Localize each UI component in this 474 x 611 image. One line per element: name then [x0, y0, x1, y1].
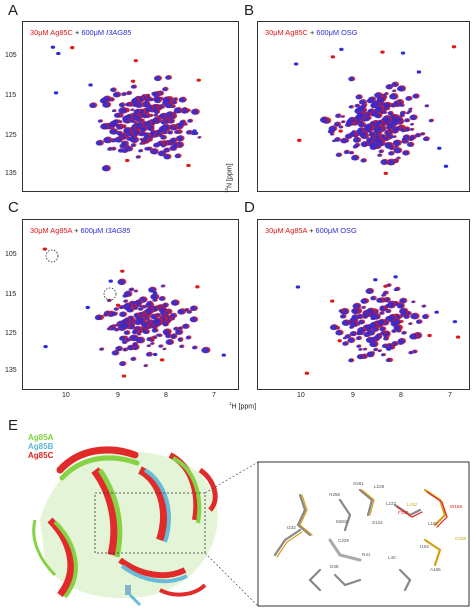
- res-I162: I162: [420, 544, 429, 549]
- x-tick-9-c: 9: [116, 392, 120, 399]
- panel-b-legend: 30μM Ag85C + 600μM OSG: [265, 28, 358, 37]
- legend-ag85b: Ag85B: [28, 442, 54, 451]
- panel-c-letter: C: [8, 199, 19, 216]
- res-L227: L227: [386, 501, 397, 506]
- panel-a-frame: [22, 21, 239, 192]
- panel-a-legend: 30μM Ag85C + 600μM I3AG85: [30, 28, 132, 37]
- res-W158: W158: [450, 504, 463, 509]
- x-tick-9-d: 9: [351, 392, 355, 399]
- zoom-region: [94, 492, 206, 554]
- res-D38: D38: [330, 564, 339, 569]
- panel-c-legend: 30μM Ag85A + 600μM I3AG85: [30, 226, 131, 235]
- y-tick-125: 125: [5, 132, 17, 139]
- panel-d-letter: D: [244, 199, 255, 216]
- ribbon-cartoon: [32, 446, 218, 607]
- spectrum-panel-2: [42, 247, 226, 378]
- spectrum-panel-1: [293, 45, 457, 175]
- res-S124: S124: [372, 520, 383, 525]
- x-tick-8-c: 8: [164, 392, 168, 399]
- res-L152: L152: [407, 502, 418, 507]
- res-R41: R41: [362, 552, 371, 557]
- y-tick-135-c: 135: [5, 367, 17, 374]
- res-G160: G160: [455, 536, 467, 541]
- panel-a-letter: A: [8, 2, 19, 19]
- res-H258: H258: [329, 492, 340, 497]
- x-tick-10-c: 10: [62, 392, 70, 399]
- x-tick-10-d: 10: [297, 392, 305, 399]
- res-C229: C229: [338, 538, 349, 543]
- legend-ag85c: Ag85C: [28, 451, 54, 460]
- panel-e-letter: E: [8, 417, 19, 434]
- highlight-circle-1: [103, 287, 117, 301]
- res-S261: S261: [353, 481, 364, 486]
- res-L228: L228: [374, 484, 385, 489]
- res-M262: M262: [336, 519, 348, 524]
- y-tick-105-c: 105: [5, 251, 17, 258]
- res-L40: L40: [388, 555, 396, 560]
- highlight-circle-0: [45, 249, 59, 263]
- res-L167: L167: [428, 521, 439, 526]
- y-tick-115-c: 115: [5, 291, 17, 298]
- panel-e-legend: Ag85A Ag85B Ag85C: [28, 433, 53, 460]
- x-axis-label: 1H [ppm]: [229, 401, 257, 411]
- res-I232: I232: [287, 525, 296, 530]
- panel-b-letter: B: [244, 2, 255, 19]
- spectrum-panel-0: [50, 45, 202, 172]
- res-A165: A165: [430, 567, 441, 572]
- y-tick-135: 135: [5, 170, 17, 177]
- panel-d-frame: [257, 219, 470, 390]
- y-tick-105: 105: [5, 52, 17, 59]
- x-tick-7-d: 7: [448, 392, 452, 399]
- legend-ag85a: Ag85A: [28, 433, 54, 442]
- res-F150: F150: [398, 510, 409, 515]
- panel-d-legend: 30μM Ag85A + 600μM OSG: [265, 226, 357, 235]
- y-tick-125-c: 125: [5, 330, 17, 337]
- spectrum-panel-3: [295, 275, 461, 375]
- x-tick-7-c: 7: [212, 392, 216, 399]
- x-tick-8-d: 8: [399, 392, 403, 399]
- active-site-sticks: [273, 488, 448, 592]
- y-tick-115: 115: [5, 92, 17, 99]
